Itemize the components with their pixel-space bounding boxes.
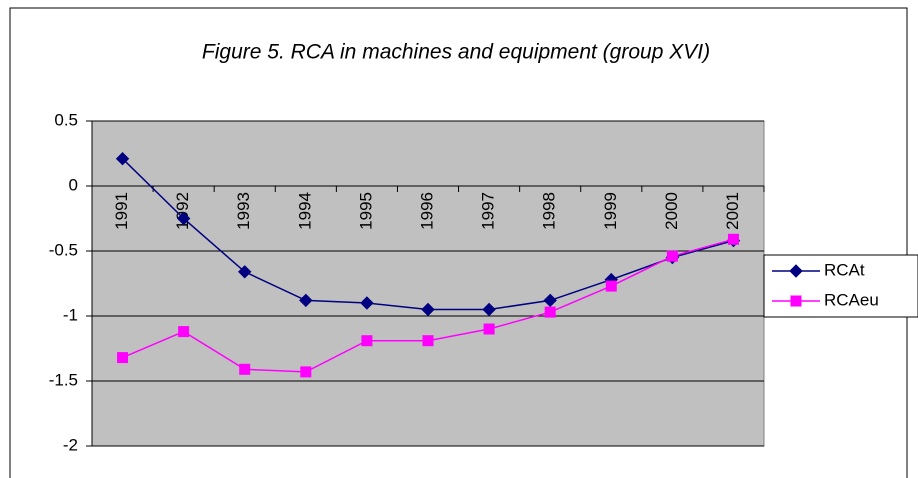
marker <box>666 250 678 262</box>
marker <box>178 326 190 338</box>
legend-label: RCAt <box>824 260 865 279</box>
x-tick-label: 2000 <box>662 192 681 230</box>
y-tick-label: -1.5 <box>49 370 78 389</box>
legend-marker <box>789 264 803 278</box>
marker <box>544 306 556 318</box>
x-tick-label: 1999 <box>601 192 620 230</box>
y-tick-label: -1 <box>63 305 78 324</box>
marker <box>605 280 617 292</box>
x-tick-label: 1994 <box>295 192 314 230</box>
marker <box>176 211 191 226</box>
x-tick-label: 1993 <box>234 192 253 230</box>
x-tick-label: 1996 <box>417 192 436 230</box>
marker <box>422 335 434 347</box>
marker <box>117 352 129 364</box>
marker <box>239 363 251 375</box>
x-tick-label: 1995 <box>356 192 375 230</box>
marker <box>115 151 130 166</box>
chart-title: Figure 5. RCA in machines and equipment … <box>202 41 710 64</box>
y-tick-label: 0.5 <box>54 110 78 129</box>
plot-area <box>91 120 765 447</box>
legend-box <box>763 254 918 318</box>
marker <box>300 366 312 378</box>
legend-label: RCAeu <box>824 290 879 309</box>
marker <box>361 335 373 347</box>
marker <box>543 293 557 308</box>
y-tick-label: -0.5 <box>49 240 78 259</box>
x-tick-label: 1997 <box>479 192 498 230</box>
marker <box>482 302 496 317</box>
y-tick-label: 0 <box>69 175 78 194</box>
marker <box>727 233 739 245</box>
marker <box>483 323 495 335</box>
marker <box>360 296 374 310</box>
x-tick-label: 2001 <box>723 192 742 230</box>
x-tick-label: 1998 <box>540 192 559 230</box>
legend-marker <box>790 295 802 307</box>
x-tick-label: 1991 <box>112 192 131 230</box>
marker <box>299 293 313 308</box>
marker <box>421 302 435 317</box>
y-tick-label: -2 <box>63 435 78 454</box>
marker <box>238 265 252 279</box>
